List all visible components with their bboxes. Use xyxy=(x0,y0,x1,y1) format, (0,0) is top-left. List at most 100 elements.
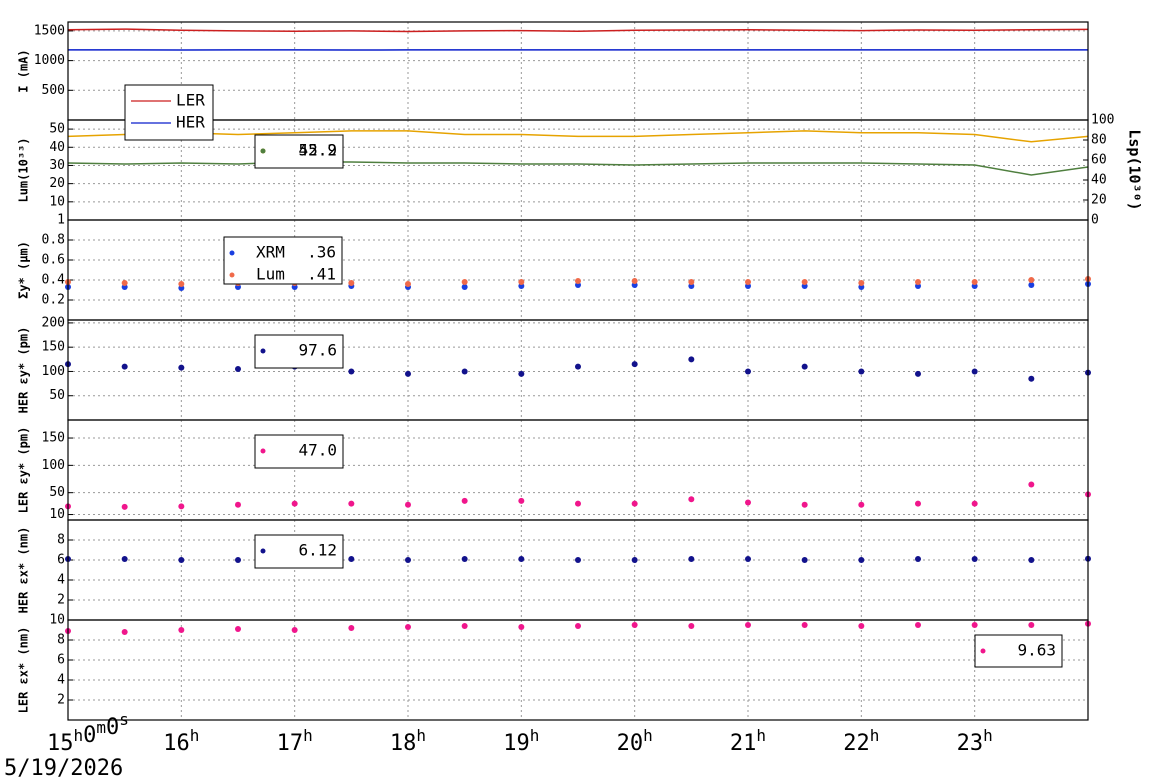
data-point xyxy=(121,556,128,562)
data-point xyxy=(971,622,978,628)
tick-part: h xyxy=(190,726,200,745)
data-point xyxy=(631,361,638,368)
y-axis-label: HER εx* (nm) xyxy=(17,527,31,614)
data-point xyxy=(575,623,581,629)
y-tick-label: 6 xyxy=(57,553,65,568)
data-point xyxy=(915,556,921,562)
data-point xyxy=(745,499,751,506)
data-point xyxy=(291,500,298,507)
data-point xyxy=(405,557,411,563)
legend-swatch xyxy=(260,348,266,354)
data-point xyxy=(348,556,355,562)
data-point xyxy=(688,623,695,629)
data-point xyxy=(235,626,241,632)
y2-tick-label: 100 xyxy=(1091,113,1114,128)
data-point xyxy=(461,497,468,504)
tick-part: 19 xyxy=(503,731,530,756)
y-tick-label: 0.8 xyxy=(42,233,65,248)
data-point xyxy=(915,279,921,285)
data-point xyxy=(121,363,128,370)
data-point xyxy=(631,557,638,563)
data-point xyxy=(235,366,241,373)
data-point xyxy=(518,279,525,285)
tick-part: h xyxy=(416,726,426,745)
data-point xyxy=(348,500,355,507)
y-tick-label: 50 xyxy=(49,485,65,500)
y-tick-label: 4 xyxy=(57,673,65,688)
y-tick-label: 20 xyxy=(49,176,65,191)
data-point xyxy=(405,624,411,630)
legend-box xyxy=(254,134,344,169)
data-point xyxy=(801,622,808,628)
tick-part: 18 xyxy=(390,731,417,756)
data-point xyxy=(518,370,525,377)
y-tick-label: 2 xyxy=(57,693,65,708)
data-point xyxy=(1028,557,1035,563)
legend-box xyxy=(223,236,343,285)
y-tick-label: 50 xyxy=(49,122,65,137)
legend-label: Lum xyxy=(256,265,285,284)
data-point xyxy=(575,278,581,284)
data-point xyxy=(518,556,525,562)
x-tick-label: 15h0m0s xyxy=(47,710,129,757)
data-point xyxy=(688,279,695,285)
tick-part: h xyxy=(74,726,84,745)
y-tick-label: 100 xyxy=(42,458,65,473)
data-point xyxy=(801,557,808,563)
data-point xyxy=(1028,277,1035,283)
data-point xyxy=(858,368,865,375)
legend-value: 42.2 xyxy=(298,141,337,160)
x-tick-label: 22h xyxy=(843,726,879,757)
legend-swatch xyxy=(260,148,266,154)
x-tick-label: 17h xyxy=(277,726,313,757)
y-axis-label: Σy* (μm) xyxy=(17,241,31,299)
data-point xyxy=(461,284,468,290)
tick-part: 0 xyxy=(106,715,119,740)
legend-value: 47.0 xyxy=(298,441,337,460)
y2-tick-label: 0 xyxy=(1091,213,1099,228)
legend-value: 6.12 xyxy=(298,541,337,560)
tick-part: 15 xyxy=(47,731,74,756)
plot-frame xyxy=(67,619,1089,721)
legend-swatch xyxy=(229,272,235,278)
y-tick-label: 100 xyxy=(42,364,65,379)
data-point xyxy=(178,503,185,510)
data-point xyxy=(745,556,751,562)
data-point xyxy=(461,556,468,562)
tick-part: h xyxy=(870,726,880,745)
data-point xyxy=(235,501,241,508)
tick-part: m xyxy=(96,718,106,737)
y-axis-label: Lum(10³³) xyxy=(17,137,31,202)
data-point xyxy=(575,363,581,370)
y-tick-label: 10 xyxy=(49,194,65,209)
data-point xyxy=(1028,282,1035,288)
y2-tick-label: 40 xyxy=(1091,173,1107,188)
data-point xyxy=(858,623,865,629)
tick-part: s xyxy=(119,710,129,729)
data-point xyxy=(291,627,298,633)
y-tick-label: 4 xyxy=(57,573,65,588)
y-tick-label: 2 xyxy=(57,593,65,608)
data-point xyxy=(235,557,241,563)
data-point xyxy=(858,557,865,563)
legend-value: 97.6 xyxy=(298,341,337,360)
y2-tick-label: 60 xyxy=(1091,153,1107,168)
plot-frame xyxy=(67,319,1089,421)
data-point xyxy=(971,368,978,375)
y-tick-label: 0.4 xyxy=(42,273,66,288)
y-tick-label: 500 xyxy=(42,83,65,98)
data-point xyxy=(121,503,128,510)
y-tick-label: 30 xyxy=(49,158,65,173)
y-tick-label: 8 xyxy=(57,633,65,648)
data-point xyxy=(801,501,808,508)
data-point xyxy=(971,556,978,562)
y2-axis-label: Lsp(10³⁰) xyxy=(1126,129,1144,210)
legend-value: .36 xyxy=(307,243,336,262)
data-point xyxy=(518,497,525,504)
data-point xyxy=(971,279,978,285)
tick-part: 16 xyxy=(163,731,190,756)
data-point xyxy=(688,556,695,562)
y-tick-label: 1500 xyxy=(34,23,65,38)
data-point xyxy=(405,281,411,287)
